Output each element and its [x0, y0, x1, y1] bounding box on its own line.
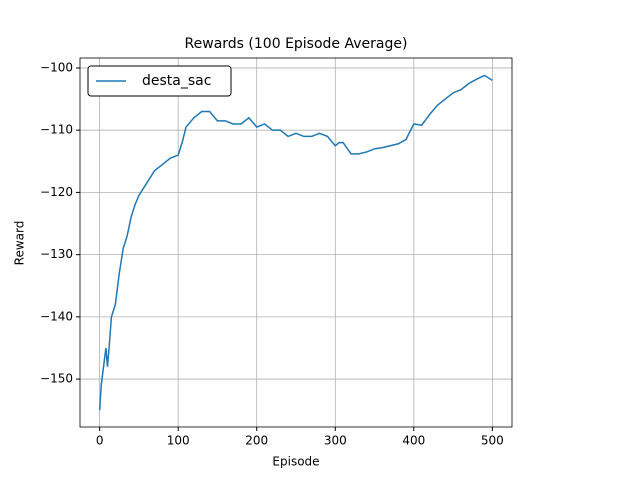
- chart-title: Rewards (100 Episode Average): [185, 36, 408, 52]
- y-axis-label: Reward: [13, 221, 27, 266]
- y-tick-label: −150: [40, 372, 73, 386]
- y-tick-label: −120: [40, 185, 73, 199]
- line-series: [98, 74, 493, 411]
- x-tick-label: 300: [324, 434, 347, 448]
- legend-box: [87, 65, 232, 97]
- x-axis-label: Episode: [272, 455, 319, 469]
- y-tick-label: −130: [40, 247, 73, 261]
- x-tick-label: 200: [245, 434, 268, 448]
- x-tick-label: 0: [96, 434, 104, 448]
- y-tick-label: −110: [40, 123, 73, 137]
- x-tick-label: 500: [481, 434, 504, 448]
- y-tick-label: −140: [40, 309, 73, 323]
- legend-label: desta_sac: [142, 73, 211, 89]
- y-tick-label: −100: [40, 60, 73, 74]
- x-tick-label: 100: [167, 434, 190, 448]
- plot-frame: [79, 57, 513, 428]
- x-tick-label: 400: [402, 434, 425, 448]
